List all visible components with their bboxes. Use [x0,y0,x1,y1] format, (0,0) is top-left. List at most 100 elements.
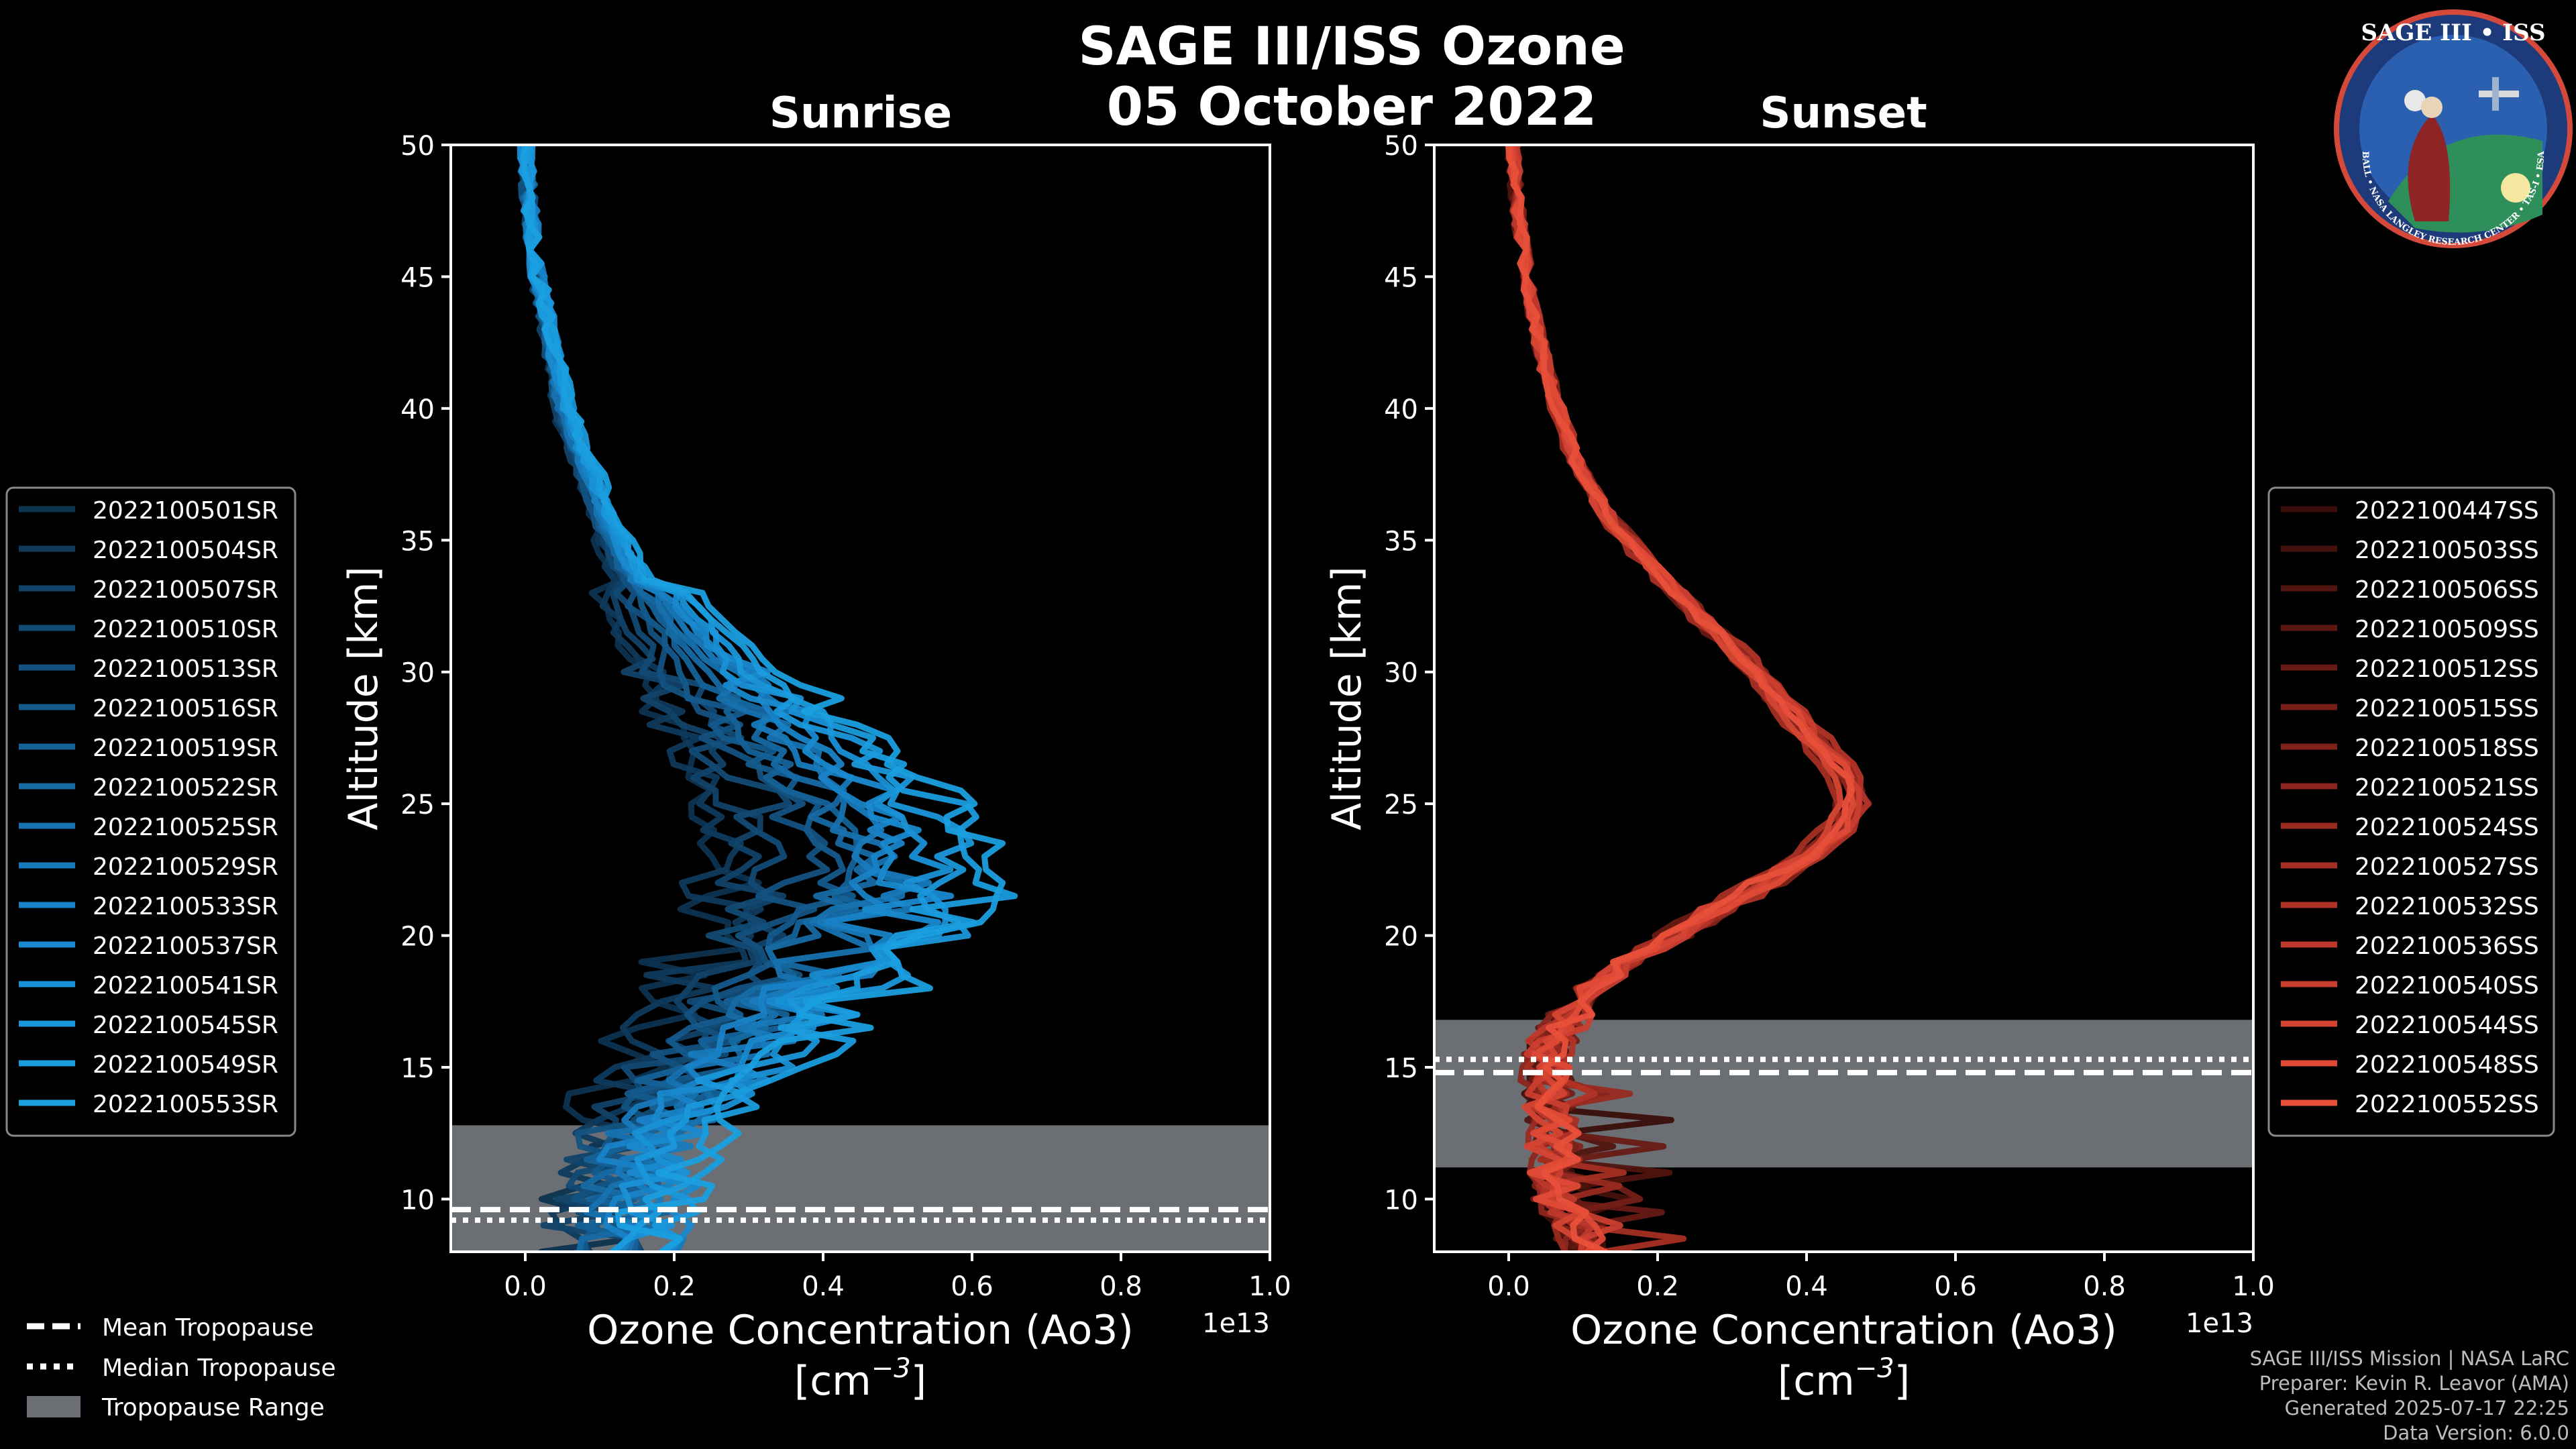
sunset-ytick-label: 30 [1384,658,1418,689]
sunrise-legend-label: 2022100513SR [93,655,278,683]
sunrise-ytick-label: 20 [400,922,435,953]
sunset-plot-frame [1433,144,2255,1253]
sunrise-legend-label: 2022100533SR [93,893,278,920]
sunset-legend-label: 2022100524SS [2355,814,2539,841]
sunset-legend-label: 2022100503SS [2355,537,2539,564]
credit-preparer: Preparer: Kevin R. Leavor (AMA) [2259,1372,2569,1395]
sunrise-ytick-label: 40 [400,394,435,425]
logo-title: SAGE III • ISS [2361,19,2545,46]
sunset-legend-box [2267,486,2555,1137]
sunset-legend-label: 2022100552SS [2355,1091,2539,1118]
sunrise-profile-line [519,145,787,1252]
tropopause-legend: Mean Tropopause Median Tropopause Tropop… [27,1314,336,1421]
sunrise-xtick-label: 0.8 [1099,1271,1142,1302]
sunset-ytick-label: 15 [1384,1053,1418,1084]
sunrise-legend-box [5,486,297,1137]
sunset-legend-label: 2022100447SS [2355,497,2539,525]
sunset-unit-exponent: −3 [1855,1353,1894,1384]
sunrise-legend-label: 2022100504SR [93,537,278,564]
sunrise-xtick-label: 0.2 [653,1271,696,1302]
sunset-ytick-label: 35 [1384,526,1418,557]
figure-title-line2: 05 October 2022 [1107,77,1597,138]
sunset-ylabel: Altitude [km] [1324,566,1371,830]
sunset-xtick-label: 0.6 [1934,1271,1977,1302]
sunset-xtick-label: 0.8 [2083,1271,2126,1302]
sunrise-legend-label: 2022100516SR [93,695,278,722]
sunset-ytick-label: 25 [1384,790,1418,820]
credit-generated: Generated 2025-07-17 22:25 [2285,1397,2569,1419]
sunset-xtick-label: 1.0 [2232,1271,2275,1302]
sunrise-legend-label: 2022100522SR [93,774,278,802]
sunrise-ytick-label: 10 [400,1185,435,1216]
sunrise-panel-title: Sunrise [769,89,952,138]
sunrise-plot: 10 15 20 25 30 35 40 45 50 0.0 0.2 0.4 0.6 0.8 1.0 Alti… [340,131,1291,1405]
logo-astronomer-figure [2408,114,2451,221]
sunrise-legend-label: 2022100507SR [93,576,278,604]
sunrise-profile-line [520,145,1006,1252]
sunrise-legend-label: 2022100537SR [93,932,278,960]
mean-tropopause-label: Mean Tropopause [102,1314,314,1342]
sunrise-legend-label: 2022100553SR [93,1091,278,1118]
sunset-legend-label: 2022100532SS [2355,893,2539,920]
sunrise-xtick-label: 0.6 [951,1271,994,1302]
sunset-legend-label: 2022100518SS [2355,735,2539,762]
sunrise-xlabel: Ozone Concentration (Ao3) [587,1307,1134,1354]
sunset-legend-label: 2022100544SS [2355,1012,2539,1039]
median-tropopause-label: Median Tropopause [102,1354,336,1382]
sunset-legend: 2022100447SS 2022100503SS 2022100506SS 2022… [2267,486,2555,1137]
sunrise-xtick-label: 1.0 [1248,1271,1291,1302]
sunrise-legend-label: 2022100541SR [93,972,278,1000]
sunrise-profiles [517,145,1018,1252]
credit-data-version: Data Version: 6.0.0 [2383,1421,2569,1444]
sunset-plot: 10 15 20 25 30 35 40 45 50 0.0 0.2 0.4 0.6 0.8 1.0 Alti… [1324,131,2275,1405]
sunset-panel-title: Sunset [1760,89,1927,138]
sunset-ytick-label: 10 [1384,1185,1418,1216]
sunrise-legend-label: 2022100501SR [93,497,278,525]
credits: SAGE III/ISS Mission | NASA LaRC Prepare… [2250,1347,2569,1444]
sunrise-ytick-label: 45 [400,262,435,293]
sunrise-legend-label: 2022100519SR [93,735,278,762]
sunrise-xtick-label: 0.4 [802,1271,845,1302]
sunrise-legend-label: 2022100545SR [93,1012,278,1039]
sunrise-ytick-label: 25 [400,790,435,820]
sunset-xlabel-unit: [cm−3] [1778,1353,1910,1405]
sunrise-legend-label: 2022100525SR [93,814,278,841]
logo-moon [2404,90,2426,111]
sunset-legend-label: 2022100548SS [2355,1051,2539,1079]
sunrise-legend-label: 2022100549SR [93,1051,278,1079]
logo-astronomer-head [2421,97,2443,118]
sunset-ytick-label: 20 [1384,922,1418,953]
logo-iss-panel [2492,77,2499,111]
sunset-xtick-label: 0.4 [1785,1271,1828,1302]
figure-title-line1: SAGE III/ISS Ozone [1078,17,1625,77]
sunset-legend-label: 2022100509SS [2355,616,2539,643]
logo-sun [2501,173,2530,203]
sunrise-xlabel-unit: [cm−3] [794,1353,926,1405]
sunrise-legend-label: 2022100529SR [93,853,278,881]
sunrise-ytick-label: 15 [400,1053,435,1084]
sunset-ytick-label: 50 [1384,131,1418,162]
sunset-xtick-label: 0.0 [1487,1271,1530,1302]
sunset-ytick-label: 45 [1384,262,1418,293]
sunset-unit-base: [cm [1778,1358,1855,1405]
sunset-legend-label: 2022100512SS [2355,655,2539,683]
sunrise-unit-close: ] [911,1358,926,1405]
sunset-legend-label: 2022100540SS [2355,972,2539,1000]
sage-iii-iss-logo: SAGE III • ISS BALL • NASA LANGLEY RESEA… [2334,9,2573,248]
sunrise-profile-line [519,145,1018,1252]
sunrise-legend-label: 2022100510SR [93,616,278,643]
tropopause-range-label: Tropopause Range [101,1394,325,1421]
sunrise-offset-text: 1e13 [1202,1308,1270,1339]
sunset-profile-line [1505,145,1855,1252]
sunset-unit-close: ] [1894,1358,1910,1405]
sunset-legend-label: 2022100515SS [2355,695,2539,722]
sunset-profiles [1504,145,1872,1252]
sunset-ytick-label: 40 [1384,394,1418,425]
sunrise-unit-exponent: −3 [871,1353,911,1384]
sunset-legend-label: 2022100527SS [2355,853,2539,881]
sunrise-xtick-label: 0.0 [504,1271,547,1302]
sunset-offset-text: 1e13 [2186,1308,2253,1339]
sunrise-ytick-label: 30 [400,658,435,689]
